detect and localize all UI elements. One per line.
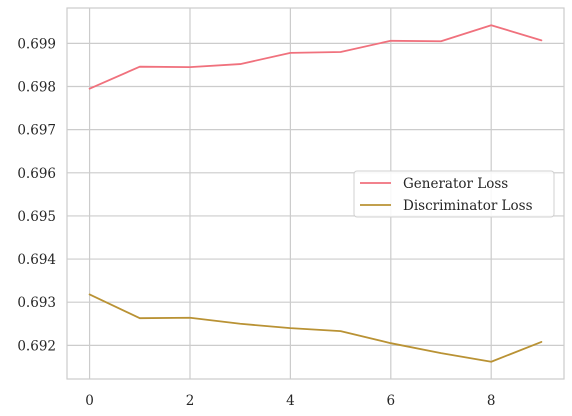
y-tick-label: 0.692: [17, 338, 56, 354]
x-tick-label: 0: [85, 393, 94, 409]
y-tick-label: 0.695: [17, 209, 56, 225]
x-tick-label: 2: [186, 393, 195, 409]
legend-label-generator-loss: Generator Loss: [403, 176, 508, 192]
y-tick-label: 0.696: [17, 166, 56, 182]
x-tick-label: 6: [387, 393, 396, 409]
y-tick-label: 0.694: [17, 252, 56, 268]
plot-frame: [66, 7, 565, 380]
series-line-discriminator-loss: [88, 293, 543, 363]
legend-box: [353, 170, 555, 218]
y-tick-labels: 0.692 0.693 0.694 0.695 0.696 0.697 0.698 0.699: [17, 36, 56, 354]
y-tick-label: 0.693: [17, 295, 56, 311]
legend: Generator Loss Discriminator Loss: [353, 170, 555, 218]
x-tick-label: 8: [487, 393, 496, 409]
y-tick-label: 0.697: [17, 123, 56, 139]
x-tick-labels: 0 2 4 6 8: [85, 393, 495, 409]
y-tick-label: 0.699: [17, 36, 56, 52]
series-line-generator-loss: [88, 24, 543, 90]
y-tick-label: 0.698: [17, 80, 56, 96]
legend-label-discriminator-loss: Discriminator Loss: [403, 198, 533, 214]
series-lines: [88, 24, 543, 363]
x-tick-label: 4: [286, 393, 295, 409]
